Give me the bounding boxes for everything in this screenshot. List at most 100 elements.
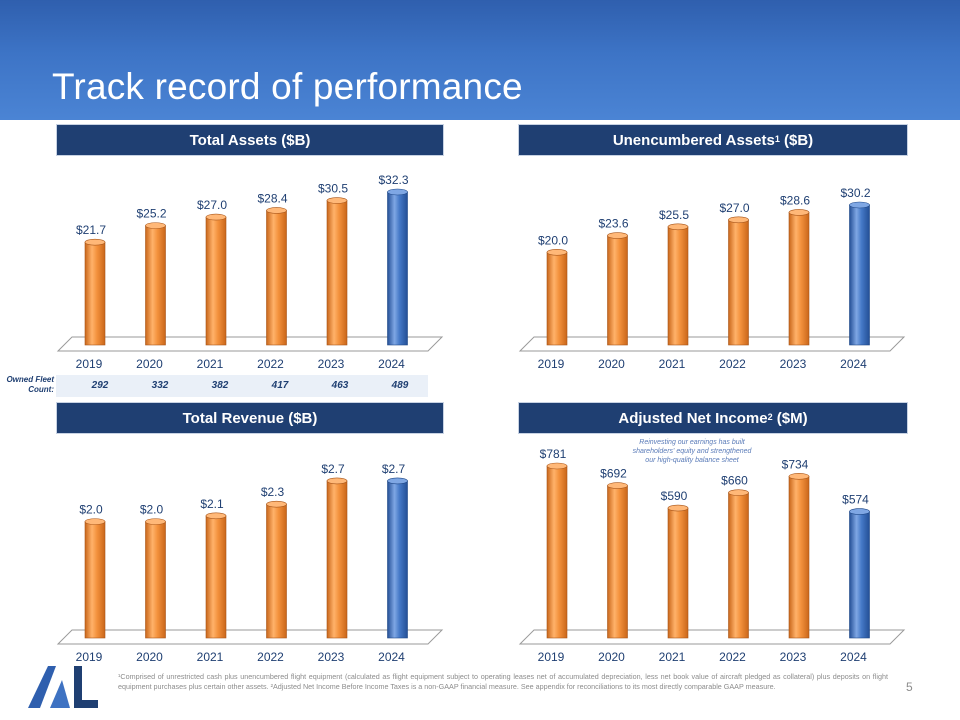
total_assets-bar-cap-2020 (145, 222, 166, 229)
footnote-text: ¹Comprised of unrestricted cash plus une… (118, 672, 888, 691)
revenue-tick-label-2024: 2024 (378, 650, 405, 664)
total-revenue-title: Total Revenue ($B) (182, 409, 318, 427)
net_income-bar-2019 (546, 465, 568, 639)
unencumbered-title-main: Unencumbered Assets (612, 131, 775, 149)
revenue-tick-label-2019: 2019 (76, 650, 103, 664)
unencumbered-tick-label-2024: 2024 (840, 357, 867, 371)
total_assets-data-label-2020: $25.2 (136, 207, 166, 221)
net_income-tick-label-2021: 2021 (659, 650, 686, 664)
net_income-bar-2024 (849, 511, 870, 639)
net_income-bar-2020 (607, 485, 628, 639)
unencumbered-bar-cap-2024 (849, 201, 870, 209)
net-income-footnote-marker: 2 (767, 412, 773, 422)
net_income-bar-cap-2020 (607, 482, 628, 489)
net_income-tick-label-2024: 2024 (840, 650, 867, 664)
total_assets-bar-cap-2023 (326, 197, 348, 204)
net_income-bar-cap-2019 (546, 462, 568, 470)
revenue-data-label-2023: $2.7 (321, 462, 345, 476)
total_assets-bar-cap-2021 (205, 213, 227, 221)
unencumbered-bar-cap-2019 (546, 248, 568, 256)
total_assets-data-label-2023: $30.5 (318, 182, 348, 196)
net_income-data-label-2021: $590 (661, 489, 688, 503)
total_assets-tick-label-2020: 2020 (136, 357, 163, 371)
revenue-bar-cap-2024 (387, 477, 408, 485)
net_income-data-label-2020: $692 (600, 467, 627, 481)
fleet-count-2019: 292 (91, 380, 109, 391)
revenue-tick-label-2022: 2022 (257, 650, 284, 664)
reinvestment-annotation: Reinvesting our earnings has built share… (632, 439, 752, 464)
revenue-data-label-2019: $2.0 (79, 503, 103, 517)
net_income-data-label-2019: $781 (540, 447, 567, 461)
net_income-bar-cap-2023 (788, 473, 810, 480)
fleet-count-2020: 332 (151, 380, 169, 391)
net_income-tick-label-2020: 2020 (598, 650, 625, 664)
unencumbered-data-label-2024: $30.2 (840, 186, 870, 200)
page-title: Track record of performance (52, 66, 523, 107)
unencumbered-assets-header: Unencumbered Assets 1 ($B) (518, 124, 908, 156)
unencumbered-bar-cap-2022 (728, 216, 749, 224)
net-income-title-tail: ($M) (772, 409, 808, 427)
total_assets-bar-cap-2022 (266, 207, 287, 214)
unencumbered-data-label-2021: $25.5 (659, 208, 689, 222)
unencumbered-bar-cap-2021 (667, 223, 689, 231)
net_income-bar-2021 (667, 507, 689, 639)
fleet-count-2024: 489 (391, 380, 409, 391)
net_income-bar-cap-2022 (728, 489, 749, 496)
revenue-data-label-2021: $2.1 (200, 497, 224, 511)
fleet-count-2022: 417 (271, 380, 289, 391)
net_income-bar-cap-2021 (667, 504, 689, 512)
unencumbered-data-label-2023: $28.6 (780, 193, 810, 207)
unencumbered-bar-cap-2020 (607, 232, 628, 239)
revenue-data-label-2020: $2.0 (140, 503, 164, 517)
unencumbered-tick-label-2020: 2020 (598, 357, 625, 371)
revenue-tick-label-2021: 2021 (197, 650, 224, 664)
page-number: 5 (906, 680, 913, 694)
net_income-bar-2022 (728, 492, 749, 639)
net_income-floor (518, 629, 906, 645)
unencumbered-tick-label-2023: 2023 (780, 357, 807, 371)
net_income-tick-label-2019: 2019 (538, 650, 565, 664)
net_income-data-label-2022: $660 (721, 474, 748, 488)
title-banner: Track record of performance (0, 0, 960, 120)
unencumbered-bar-cap-2023 (788, 209, 810, 216)
net_income-data-label-2023: $734 (782, 457, 809, 471)
net_income-tick-label-2022: 2022 (719, 650, 746, 664)
unencumbered-tick-label-2019: 2019 (538, 357, 565, 371)
total_assets-tick-label-2023: 2023 (318, 357, 345, 371)
owned-fleet-row: 292 332 382 417 463 489 (56, 375, 428, 397)
revenue-data-label-2022: $2.3 (261, 485, 285, 499)
unencumbered-tick-label-2022: 2022 (719, 357, 746, 371)
net-income-title-main: Adjusted Net Income (618, 409, 768, 427)
revenue-bar-cap-2022 (266, 500, 287, 508)
total_assets-bar-cap-2024 (387, 188, 408, 196)
net-income-header: Adjusted Net Income 2 ($M) (518, 402, 908, 434)
revenue-tick-label-2020: 2020 (136, 650, 163, 664)
revenue-data-label-2024: $2.7 (382, 462, 406, 476)
net_income-tick-label-2023: 2023 (780, 650, 807, 664)
fleet-count-2023: 463 (331, 380, 349, 391)
revenue-bar-cap-2021 (205, 512, 227, 520)
revenue-tick-label-2023: 2023 (318, 650, 345, 664)
owned-fleet-label: Owned Fleet Count: (6, 375, 54, 394)
fleet-count-2021: 382 (211, 380, 229, 391)
total_assets-tick-label-2019: 2019 (76, 357, 103, 371)
total-assets-header: Total Assets ($B) (56, 124, 444, 156)
unencumbered-data-label-2022: $27.0 (719, 201, 749, 215)
total_assets-data-label-2019: $21.7 (76, 223, 106, 237)
revenue-bar-cap-2020 (145, 518, 166, 525)
total_assets-data-label-2021: $27.0 (197, 198, 227, 212)
unencumbered-tick-label-2021: 2021 (659, 357, 686, 371)
unencumbered-data-label-2019: $20.0 (538, 233, 568, 247)
total_assets-tick-label-2022: 2022 (257, 357, 284, 371)
total_assets-data-label-2022: $28.4 (257, 191, 287, 205)
total-assets-title: Total Assets ($B) (189, 131, 311, 149)
revenue-bar-cap-2019 (84, 518, 106, 525)
unencumbered-footnote-marker: 1 (774, 134, 780, 144)
total-revenue-header: Total Revenue ($B) (56, 402, 444, 434)
unencumbered-data-label-2020: $23.6 (598, 217, 628, 231)
unencumbered-title-tail: ($B) (779, 131, 814, 149)
